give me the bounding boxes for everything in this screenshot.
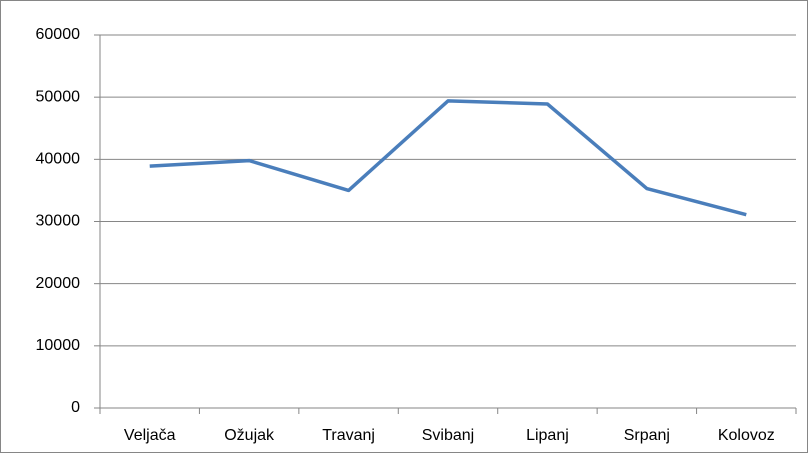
x-tick-label: Kolovoz bbox=[718, 427, 775, 444]
y-tick-label: 10000 bbox=[36, 337, 81, 354]
y-tick-label: 20000 bbox=[36, 275, 81, 292]
x-tick-label: Ožujak bbox=[224, 427, 275, 444]
x-tick-label: Lipanj bbox=[526, 427, 569, 444]
y-tick-label: 50000 bbox=[36, 88, 81, 105]
x-tick-label: Srpanj bbox=[624, 427, 670, 444]
x-tick-label: Travanj bbox=[322, 427, 375, 444]
y-tick-label: 30000 bbox=[36, 213, 81, 230]
y-tick-label: 40000 bbox=[36, 151, 81, 168]
y-tick-label: 60000 bbox=[36, 26, 81, 43]
x-tick-label: Svibanj bbox=[422, 427, 474, 444]
x-tick-label: Veljača bbox=[124, 427, 176, 444]
y-tick-label: 0 bbox=[71, 399, 80, 416]
line bbox=[149, 99, 747, 217]
